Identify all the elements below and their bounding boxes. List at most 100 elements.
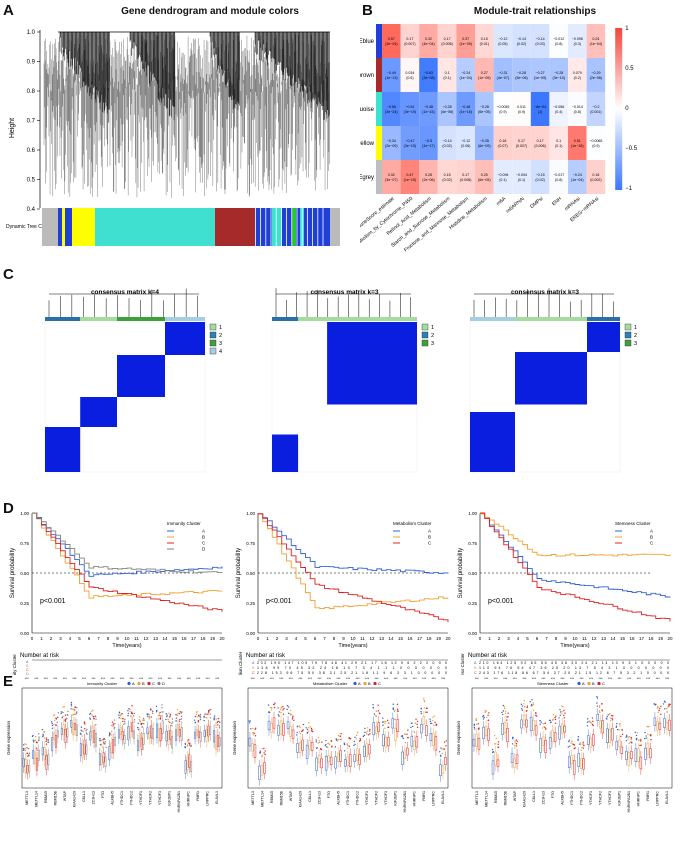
outlier: [103, 741, 105, 743]
outlier: [520, 703, 523, 706]
trait-col-label: DMPsi: [529, 196, 544, 210]
km-ylabel: Survival probability: [236, 548, 242, 598]
risk-group: B: [252, 666, 255, 670]
sig-stars: ***: [665, 677, 670, 681]
outlier: [217, 724, 219, 726]
box: [114, 737, 116, 746]
outlier: [217, 717, 220, 720]
sig-stars: ***: [44, 677, 49, 681]
box: [301, 739, 304, 751]
outlier: [404, 741, 407, 744]
outlier: [84, 723, 86, 725]
outlier: [596, 696, 598, 698]
outlier: [375, 710, 378, 713]
km-legend-title: Immunity Cluster: [167, 521, 201, 526]
risk-row: 110 94 75 54 47 36 25 20 13 7 5 4 3 1 0 …: [479, 666, 669, 670]
heatmap-cell: [512, 24, 531, 58]
box: [496, 759, 500, 767]
outlier: [22, 749, 25, 752]
survival-curve: [32, 512, 223, 574]
box: [279, 720, 283, 735]
outlier: [110, 730, 113, 733]
km-x-tick: 2: [50, 636, 53, 641]
outlier: [552, 719, 554, 721]
cell-pvalue: (1e−05): [534, 76, 547, 80]
box: [272, 717, 276, 729]
survival-curve: [257, 513, 449, 610]
outlier: [302, 723, 305, 726]
outlier: [108, 735, 111, 737]
outlier: [325, 743, 327, 746]
outlier: [124, 722, 126, 724]
outlier: [482, 718, 485, 720]
outlier: [349, 738, 352, 740]
sig-stars: ***: [608, 677, 613, 681]
outlier: [410, 726, 412, 729]
gene-label: FMR1: [422, 791, 426, 801]
km-x-tick: 19: [210, 636, 216, 641]
km-x-tick: 16: [407, 636, 413, 641]
outlier: [356, 731, 359, 734]
outlier: [280, 711, 282, 714]
outlier: [45, 743, 48, 745]
box: [513, 758, 516, 768]
box: [93, 730, 95, 743]
km-x-tick: 5: [526, 636, 529, 641]
outlier: [249, 720, 251, 722]
outlier: [56, 721, 58, 723]
gene-label: YTHDF1: [365, 791, 369, 805]
outlier: [131, 712, 134, 715]
outlier: [167, 718, 169, 721]
cell-pvalue: (0.02): [442, 178, 451, 182]
cell-correlation: 0.011: [517, 105, 526, 109]
cell-correlation: 0.15: [444, 173, 451, 177]
outlier: [175, 717, 178, 719]
outlier: [118, 714, 120, 716]
box: [188, 754, 191, 768]
box: [387, 737, 390, 747]
outlier: [482, 715, 484, 718]
outlier: [523, 699, 526, 702]
box: [551, 730, 554, 742]
dendrogram-y-ticks: 1.0 0.9 0.8 0.7 0.6 0.5 0.4: [27, 30, 40, 213]
box: [553, 732, 557, 742]
outlier: [72, 708, 74, 710]
outlier: [315, 739, 317, 741]
outlier: [137, 722, 139, 724]
box: [615, 740, 619, 750]
km-y-tick: 0.25: [20, 601, 29, 606]
outlier: [426, 711, 428, 713]
km-xlabel: Time(years): [112, 643, 141, 649]
heatmap-cell: [512, 160, 531, 194]
box: [286, 721, 290, 729]
box: [81, 743, 84, 759]
outlier: [596, 702, 598, 704]
box: [51, 737, 54, 752]
box: [194, 731, 196, 739]
box: [630, 751, 633, 760]
outlier: [630, 736, 632, 739]
outlier: [171, 721, 174, 723]
outlier: [139, 719, 141, 722]
outlier: [567, 746, 569, 748]
outlier: [35, 741, 38, 743]
outlier: [270, 707, 273, 709]
box: [74, 723, 76, 730]
km-x-tick: 16: [181, 636, 187, 641]
outlier: [53, 723, 55, 726]
module-segment: [281, 208, 282, 246]
outlier: [656, 707, 659, 709]
box: [263, 762, 266, 774]
gene-label: IGF2BP1: [618, 791, 622, 806]
box: [634, 748, 638, 762]
outlier: [497, 746, 500, 748]
sig-stars: ***: [72, 677, 77, 681]
heatmap-cell: [419, 126, 438, 160]
outlier: [473, 726, 476, 729]
outlier: [532, 703, 535, 706]
outlier: [555, 715, 557, 717]
box: [541, 736, 545, 746]
outlier: [340, 733, 342, 735]
box: [375, 726, 378, 734]
km-x-tick: 4: [295, 636, 298, 641]
